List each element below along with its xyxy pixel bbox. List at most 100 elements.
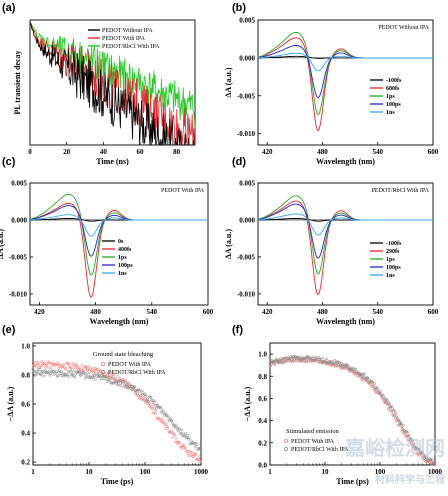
panel-e-data-point (178, 441, 182, 445)
panel-e-data-point (144, 393, 148, 397)
panel-e-data-point (87, 365, 91, 368)
panel-e-data-point (80, 368, 83, 372)
panel-f-data-point (421, 451, 425, 455)
panel-e-data-point (33, 374, 37, 377)
panel-a-legend-label: PEDOT/RbCl With IPA (102, 44, 160, 50)
panel-e-data-point (110, 377, 114, 380)
panel-e-data-point (105, 375, 108, 379)
panel-e-data-point (69, 366, 73, 370)
panel-f-data-point (426, 458, 430, 462)
panel-e-data-point (47, 366, 50, 369)
panel-f-data-point (346, 364, 350, 367)
panel-e-data-point (55, 375, 59, 378)
panel-c-plot-frame (29, 182, 209, 306)
panel-f-legend-swatch (283, 438, 288, 443)
panel-f-data-point (288, 356, 291, 360)
panel-f-y-tick-label: 0.4 (258, 417, 267, 425)
panel-e-data-point (67, 362, 71, 366)
panel-e-data-point (77, 370, 81, 374)
panel-e-legend-label: PEDOT/RbCl With IPA (108, 370, 166, 376)
panel-f-data-point (319, 360, 322, 364)
panel-e-data-point (132, 387, 135, 390)
panel-d-plot-frame (257, 182, 434, 306)
panel-e-data-point (32, 369, 36, 373)
panel-f-x-tick-label: 1 (268, 468, 272, 476)
panel-f-data-point (273, 363, 277, 367)
watermark: 嘉峪检测网 材料科学与工程 (344, 436, 445, 486)
panel-f-data-point (417, 447, 421, 451)
panel-e-data-point (40, 370, 44, 374)
panel-e-data-point (127, 386, 131, 390)
panel-e-data-point (87, 372, 91, 376)
panel-c-y-tick-label: -0.005 (9, 253, 28, 261)
panel-e-data-point (74, 363, 78, 366)
panel-f-data-point (325, 358, 329, 362)
panel-e-data-point (133, 385, 137, 389)
panel-f-y-tick-label: 1.0 (258, 351, 267, 359)
panel-e-y-tick-label: 0.8 (21, 371, 30, 379)
panel-e-data-point (66, 370, 70, 374)
panel-d-x-tick-label: 480 (317, 308, 328, 316)
panel-f-data-point (392, 408, 396, 412)
panel-e-data-point (146, 397, 149, 401)
panel-f-data-point (385, 397, 389, 401)
panel-f-data-point (334, 363, 337, 367)
panel-c-legend-label: 1ps (118, 255, 127, 261)
panel-e-data-point (153, 407, 157, 411)
panel-e-data-point (187, 436, 191, 440)
panel-b-y-tick-label: -0.005 (237, 92, 256, 100)
panel-f-data-point (423, 454, 427, 458)
panel-e-data-point (36, 370, 39, 374)
panel-d-legend-label: -100fs (386, 241, 402, 247)
panel-f-data-point (357, 374, 361, 377)
panel-f-data-point (372, 384, 376, 388)
panel-e-data-point (138, 388, 142, 392)
panel-b-panel-label: (b) (232, 2, 246, 14)
panel-e-y-tick-label: 0.6 (21, 401, 30, 409)
panel-f-annotation: Stimulated emission (286, 428, 340, 435)
panel-f-y-tick-label: 0.8 (258, 373, 267, 381)
panel-e-data-point (163, 423, 167, 427)
panel-f-data-point (386, 399, 389, 403)
panel-f-data-point (311, 355, 315, 359)
panel-f-y-tick-label: 0.0 (258, 462, 267, 470)
panel-f-data-point (407, 434, 411, 437)
panel-a-x-tick-label: 80 (173, 148, 181, 156)
panel-c-legend-label: 400fs (118, 247, 132, 253)
panel-f-legend-swatch (283, 446, 288, 451)
panel-e-data-point (100, 374, 104, 377)
panel-e-data-point (79, 374, 83, 377)
panel-e-data-point (55, 363, 59, 367)
panel-e-data-point (180, 428, 184, 432)
panel-e-data-point (69, 369, 72, 373)
panel-e-data-point (72, 374, 76, 378)
panel-b-legend-label: 1ns (386, 110, 395, 116)
panel-a-legend-label: PEDOT Without IPA (102, 28, 153, 34)
panel-e-data-point (44, 365, 47, 369)
panel-f-data-point (300, 358, 304, 362)
panel-f-data-point (399, 422, 403, 426)
panel-e-data-point (91, 373, 95, 377)
panel-e-data-point (184, 446, 187, 450)
panel-e-x-tick-label: 10 (86, 468, 94, 476)
panel-c-x-tick-label: 540 (147, 308, 158, 316)
panel-f-x-tick-label: 1000 (428, 468, 443, 476)
panel-e-data-point (94, 372, 98, 376)
panel-a-x-tick-label: 20 (63, 148, 71, 156)
panel-f-data-point (320, 361, 324, 364)
panel-f-data-point (338, 361, 342, 365)
panel-f-data-point (429, 458, 433, 462)
panel-e-data-point (124, 381, 127, 385)
panel-d-title: PEDOT/RbCl With IPA (372, 188, 430, 194)
panel-b-legend-label: 1ps (386, 94, 395, 100)
panel-b-x-tick-label: 420 (262, 148, 273, 156)
panel-e-data-point (186, 434, 190, 437)
panel-f-data-point (303, 357, 306, 361)
panel-c-legend-label: 100ps (118, 263, 133, 269)
panel-f-data-point (401, 427, 404, 430)
panel-e-data-point (184, 431, 187, 435)
panel-e-data-point (173, 433, 176, 437)
panel-b-y-tick-label: -0.010 (237, 130, 256, 138)
panel-f-x-axis-label: Time (ps) (336, 477, 369, 486)
